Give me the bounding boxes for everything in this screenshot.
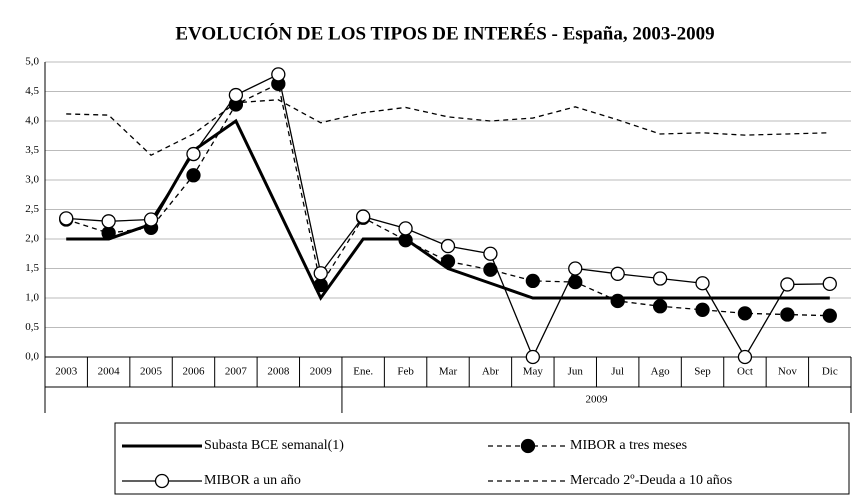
- point: [737, 306, 753, 321]
- x-tick-label: May: [523, 366, 544, 378]
- legend-label: MIBOR a un año: [204, 473, 301, 488]
- y-tick-label: 0,0: [25, 351, 39, 363]
- x-tick-label: Ago: [651, 366, 670, 378]
- x-tick-label: 2005: [140, 366, 163, 378]
- legend-label: MIBOR a tres meses: [570, 438, 687, 453]
- point: [822, 308, 837, 323]
- point: [186, 146, 201, 162]
- point: [652, 271, 668, 286]
- x-tick-label: Jun: [568, 366, 584, 378]
- point: [143, 212, 159, 227]
- legend-marker: [154, 473, 170, 489]
- x-tick-label: Sep: [694, 366, 711, 378]
- y-tick-label: 1,5: [25, 262, 39, 274]
- y-tick-label: 2,5: [25, 203, 39, 215]
- legend-label: Mercado 2º-Deuda a 10 años: [570, 473, 732, 488]
- point: [737, 349, 753, 365]
- point: [695, 302, 710, 317]
- point: [822, 276, 837, 291]
- point: [101, 214, 116, 229]
- point: [610, 293, 625, 309]
- x-tick-label: Mar: [439, 366, 458, 378]
- point: [525, 349, 540, 365]
- x-tick-label: 2007: [225, 366, 248, 378]
- point: [652, 299, 668, 314]
- y-tick-label: 4,0: [25, 115, 39, 127]
- point: [398, 233, 413, 248]
- series-line: [66, 82, 830, 317]
- x-tick-label: 2004: [98, 366, 121, 378]
- point: [780, 307, 795, 322]
- y-tick-label: 5,0: [25, 56, 39, 68]
- point: [440, 254, 456, 269]
- point: [483, 246, 498, 261]
- x-tick-label: Oct: [737, 366, 753, 378]
- point: [356, 209, 371, 224]
- point: [186, 168, 201, 183]
- x-tick-label: Abr: [482, 366, 499, 378]
- y-tick-label: 1,0: [25, 292, 39, 304]
- x-tick-label: Feb: [397, 366, 414, 378]
- legend-label: Subasta BCE semanal(1): [204, 438, 344, 453]
- point: [59, 211, 74, 226]
- y-tick-label: 2,0: [25, 233, 39, 245]
- point: [695, 276, 710, 291]
- x-tick-label: 2006: [182, 366, 205, 378]
- y-tick-label: 4,5: [25, 85, 39, 97]
- legend-marker: [520, 438, 536, 454]
- y-tick-label: 3,0: [25, 174, 39, 186]
- point: [610, 266, 625, 281]
- point: [101, 225, 116, 241]
- x-tick-label: 2009: [310, 366, 333, 378]
- y-tick-label: 0,5: [25, 321, 39, 333]
- legend-box: [114, 422, 850, 495]
- point: [780, 277, 795, 292]
- x-tick-label: Dic: [822, 366, 838, 378]
- x-tick-label: Jul: [611, 366, 624, 378]
- x-tick-label: Nov: [778, 366, 797, 378]
- chart-title: EVOLUCIÓN DE LOS TIPOS DE INTERÉS - Espa…: [175, 22, 714, 44]
- series-line: [66, 73, 830, 359]
- point: [568, 261, 583, 276]
- point: [228, 87, 244, 103]
- point: [398, 221, 413, 236]
- x-tick-label: Ene.: [353, 366, 373, 378]
- point: [313, 266, 328, 281]
- x-tick-label: 2003: [55, 366, 78, 378]
- point: [313, 277, 328, 293]
- point: [440, 238, 456, 254]
- y-tick-label: 3,5: [25, 144, 39, 156]
- series-line: [66, 99, 830, 157]
- point: [271, 67, 286, 82]
- point: [525, 273, 540, 289]
- x-tick-label: 2008: [267, 366, 290, 378]
- x-group-label: 2009: [585, 394, 608, 406]
